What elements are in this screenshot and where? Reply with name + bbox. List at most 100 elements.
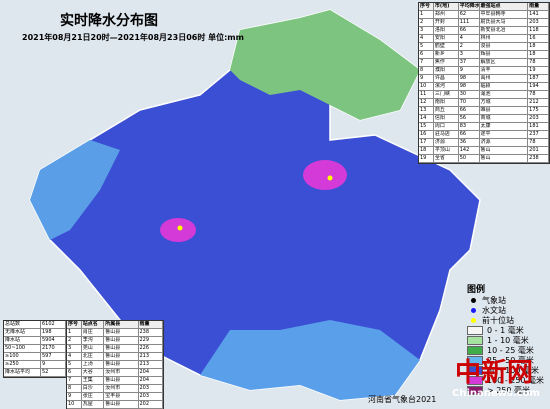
legend-item: 1 - 10 毫米 xyxy=(467,335,549,345)
table-cell: 6102 xyxy=(41,321,66,328)
legend-marker xyxy=(471,317,476,323)
legend-label: 0 - 1 毫米 xyxy=(487,325,524,335)
table-cell: 临颍 xyxy=(480,83,529,90)
table-cell: 226 xyxy=(139,345,163,352)
table-cell: ≥100 xyxy=(4,353,41,360)
table-cell: 19 xyxy=(419,155,434,162)
table-row: 3 洛阳 66 新安县北冶 118 xyxy=(419,27,549,35)
table-row: 总站数 6102 xyxy=(4,321,66,329)
table-row: 降水站平均 52 xyxy=(4,369,66,377)
table-cell: 10 xyxy=(67,401,82,408)
table-cell: 鲁山县 xyxy=(104,329,139,336)
table-cell: 10 xyxy=(419,83,434,90)
table-cell: 济源 xyxy=(480,139,529,146)
table-cell: 清丰 xyxy=(480,67,529,74)
table-cell: 203 xyxy=(528,19,549,26)
title: 实时降水分布图 xyxy=(60,13,158,29)
legend-label: 25 - 50 毫米 xyxy=(487,355,534,365)
table-cell: 70 xyxy=(459,99,480,106)
table-cell: 8 xyxy=(419,67,434,74)
table-cell: 5904 xyxy=(41,337,66,344)
table-cell: 浚县 xyxy=(480,43,529,50)
table-cell: 汝州市 xyxy=(104,369,139,376)
table-cell: 203 xyxy=(528,115,549,122)
legend-label: 前十位站 xyxy=(482,315,514,325)
table-row: 6 新乡 3 辉县 18 xyxy=(419,51,549,59)
table-cell: 信阳 xyxy=(434,115,459,122)
table-cell: 濮阳 xyxy=(434,67,459,74)
table-cell: 降水站平均 xyxy=(4,369,41,376)
table-cell: 北庄 xyxy=(82,353,105,360)
table-cell: 林州 xyxy=(480,35,529,42)
table-row: 无降水站 198 xyxy=(4,329,66,337)
column-header: 雨量 xyxy=(139,321,163,328)
legend-swatch xyxy=(467,325,483,335)
legend-swatch xyxy=(467,375,483,385)
table-row: 降水站 5904 xyxy=(4,337,66,345)
top-station xyxy=(177,225,183,231)
table-cell: 鲁山县 xyxy=(104,377,139,384)
table-cell: 2 xyxy=(459,43,480,50)
table-cell: 18 xyxy=(528,51,549,58)
table-cell: 78 xyxy=(528,139,549,146)
table-cell: 尧山 xyxy=(82,345,105,352)
table-row: 14 信阳 56 商城 203 xyxy=(419,115,549,123)
table-cell: 1 xyxy=(67,329,82,336)
table-cell: 597 xyxy=(41,353,66,360)
table-cell: 王集 xyxy=(82,377,105,384)
table-cell: 13 xyxy=(419,107,434,114)
table-row: 15 周口 83 太康 181 xyxy=(419,123,549,131)
table-row: 13 商丘 66 睢县 175 xyxy=(419,107,549,115)
watermark: 中新网 xyxy=(455,358,534,388)
table-cell: 2 xyxy=(67,337,82,344)
table-cell: 181 xyxy=(528,123,549,130)
south-area xyxy=(200,320,420,400)
table-cell: 50 xyxy=(459,155,480,162)
table-cell: 66 xyxy=(459,27,480,34)
table-cell: 上汤 xyxy=(82,361,105,368)
table-cell: 203 xyxy=(139,393,163,400)
table-row: 8 濮阳 9 清丰 19 xyxy=(419,67,549,75)
table-cell: 229 xyxy=(139,337,163,344)
table-row: 4 北庄 鲁山县 213 xyxy=(67,353,163,361)
table-cell: 郑州 xyxy=(434,11,459,18)
table-cell: 驻马店 xyxy=(434,131,459,138)
table-cell: 52 xyxy=(41,369,66,376)
table-cell: 4 xyxy=(67,353,82,360)
table-cell: 三门峡 xyxy=(434,91,459,98)
table-row: 4 安阳 4 林州 16 xyxy=(419,35,549,43)
table-cell: 98 xyxy=(459,75,480,82)
table-cell: 总站数 xyxy=(4,321,41,328)
legend-label: 水文站 xyxy=(482,305,506,315)
table-cell: 2170 xyxy=(41,345,66,352)
table-cell: 9 xyxy=(459,67,480,74)
table-cell: 白沙 xyxy=(82,385,105,392)
header-row: 序号 站点名 所属县 雨量 xyxy=(67,321,163,329)
table-cell: 3 xyxy=(419,27,434,34)
legend-swatch xyxy=(467,345,483,355)
table-cell: 尉氏县大马 xyxy=(480,19,529,26)
table-cell: 238 xyxy=(139,329,163,336)
table-cell: 204 xyxy=(139,377,163,384)
legend-item: 25 - 50 毫米 xyxy=(467,355,549,365)
table-cell: 鲁山县 xyxy=(104,345,139,352)
west-area xyxy=(30,140,120,240)
table-cell: 肖庄 xyxy=(82,329,105,336)
table-cell: 禹州 xyxy=(480,75,529,82)
table-cell: 62 xyxy=(459,11,480,18)
table-cell: 14 xyxy=(419,115,434,122)
table-cell: 213 xyxy=(139,353,163,360)
table-cell: 175 xyxy=(528,107,549,114)
legend-label: 气象站 xyxy=(482,295,506,305)
header-row: 序号市(地)平均降水量最强站点雨量 xyxy=(419,3,549,11)
table-cell: 9 xyxy=(419,75,434,82)
table-cell: 237 xyxy=(528,131,549,138)
legend-item: 前十位站 xyxy=(467,315,549,325)
table-cell: 78 xyxy=(528,59,549,66)
table-cell: 漯河 xyxy=(434,83,459,90)
table-cell: 83 xyxy=(459,123,480,130)
table-cell: 张庄 xyxy=(82,393,105,400)
legend-label: 10 - 25 毫米 xyxy=(487,345,534,355)
table-cell: 16 xyxy=(528,35,549,42)
legend-label: > 250 毫米 xyxy=(487,385,531,395)
